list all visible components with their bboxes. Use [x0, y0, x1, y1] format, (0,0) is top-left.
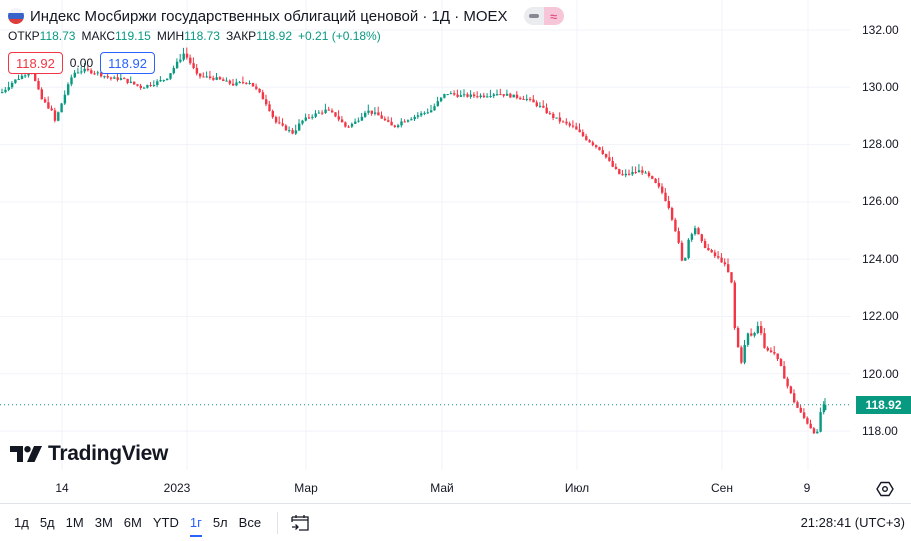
range-1m[interactable]: 1М [65, 515, 84, 530]
approx-icon[interactable]: ≈ [543, 7, 564, 25]
x-tick: Июл [564, 481, 590, 495]
range-3m[interactable]: 3М [94, 515, 113, 530]
tradingview-logo-text: TradingView [48, 442, 169, 465]
y-tick: 128.00 [862, 137, 899, 151]
y-tick: 118.00 [862, 424, 898, 438]
buy-button[interactable]: 118.92 [100, 52, 155, 74]
last-price-label: 118.92 [856, 396, 911, 414]
y-tick: 122.00 [862, 309, 899, 323]
y-tick: 120.00 [862, 367, 899, 381]
high-value: 119.15 [115, 29, 151, 43]
change-value: +0.21 (+0.18%) [298, 29, 381, 43]
x-tick: 14 [55, 481, 69, 495]
sell-button[interactable]: 118.92 [8, 52, 63, 74]
time-axis[interactable]: 14 2023 Мар Май Июл Сен 9 [0, 470, 850, 502]
symbol-title[interactable]: Индекс Мосбиржи государственных облигаци… [30, 7, 508, 25]
y-tick: 124.00 [862, 252, 899, 266]
y-tick: 132.00 [862, 23, 899, 37]
range-1y[interactable]: 1г [189, 511, 202, 537]
chart-legend: Индекс Мосбиржи государственных облигаци… [8, 5, 564, 74]
go-to-date-icon[interactable] [290, 513, 310, 533]
x-tick: Мар [294, 481, 318, 495]
range-5d[interactable]: 5д [39, 515, 55, 530]
bottom-toolbar: 1д 5д 1М 3М 6М YTD 1г 5л Все 21:28:41 (U… [0, 503, 911, 541]
candlestick-chart[interactable] [0, 0, 850, 470]
legend-title-row: Индекс Мосбиржи государственных облигаци… [8, 5, 564, 27]
y-tick: 126.00 [862, 194, 899, 208]
settings-icon[interactable] [876, 480, 894, 498]
range-5y[interactable]: 5л [212, 515, 228, 530]
minus-icon[interactable] [524, 7, 544, 25]
x-tick: 2023 [163, 481, 191, 495]
clock-timezone[interactable]: 21:28:41 (UTC+3) [800, 515, 905, 530]
high-label: МАКС [81, 29, 116, 43]
x-tick: Май [430, 481, 454, 495]
indicator-toggle[interactable]: ≈ [523, 7, 564, 25]
x-tick: Сен [711, 481, 733, 495]
ohlc-row: ОТКР 118.73 МАКС 119.15 МИН 118.73 ЗАКР … [8, 27, 564, 45]
toolbar-divider [277, 511, 279, 534]
chart-area[interactable]: Индекс Мосбиржи государственных облигаци… [0, 0, 850, 470]
trade-buttons: 118.92 0.00 118.92 [8, 52, 564, 74]
close-label: ЗАКР [225, 29, 257, 43]
spread-value: 0.00 [69, 56, 94, 70]
y-tick: 130.00 [862, 80, 899, 94]
range-all[interactable]: Все [238, 515, 262, 530]
range-ytd[interactable]: YTD [152, 515, 179, 530]
tradingview-logo-icon [10, 446, 42, 462]
x-tick: 9 [803, 481, 811, 495]
russia-flag-icon [8, 8, 24, 24]
open-label: ОТКР [8, 29, 40, 43]
close-value: 118.92 [256, 29, 292, 43]
range-6m[interactable]: 6М [123, 515, 142, 530]
low-label: МИН [156, 29, 185, 43]
open-value: 118.73 [39, 29, 76, 43]
low-value: 118.73 [184, 29, 220, 43]
range-1d[interactable]: 1д [14, 515, 29, 530]
price-axis[interactable]: 132.00 130.00 128.00 126.00 124.00 122.0… [850, 0, 911, 470]
tradingview-logo[interactable]: TradingView [10, 442, 168, 466]
